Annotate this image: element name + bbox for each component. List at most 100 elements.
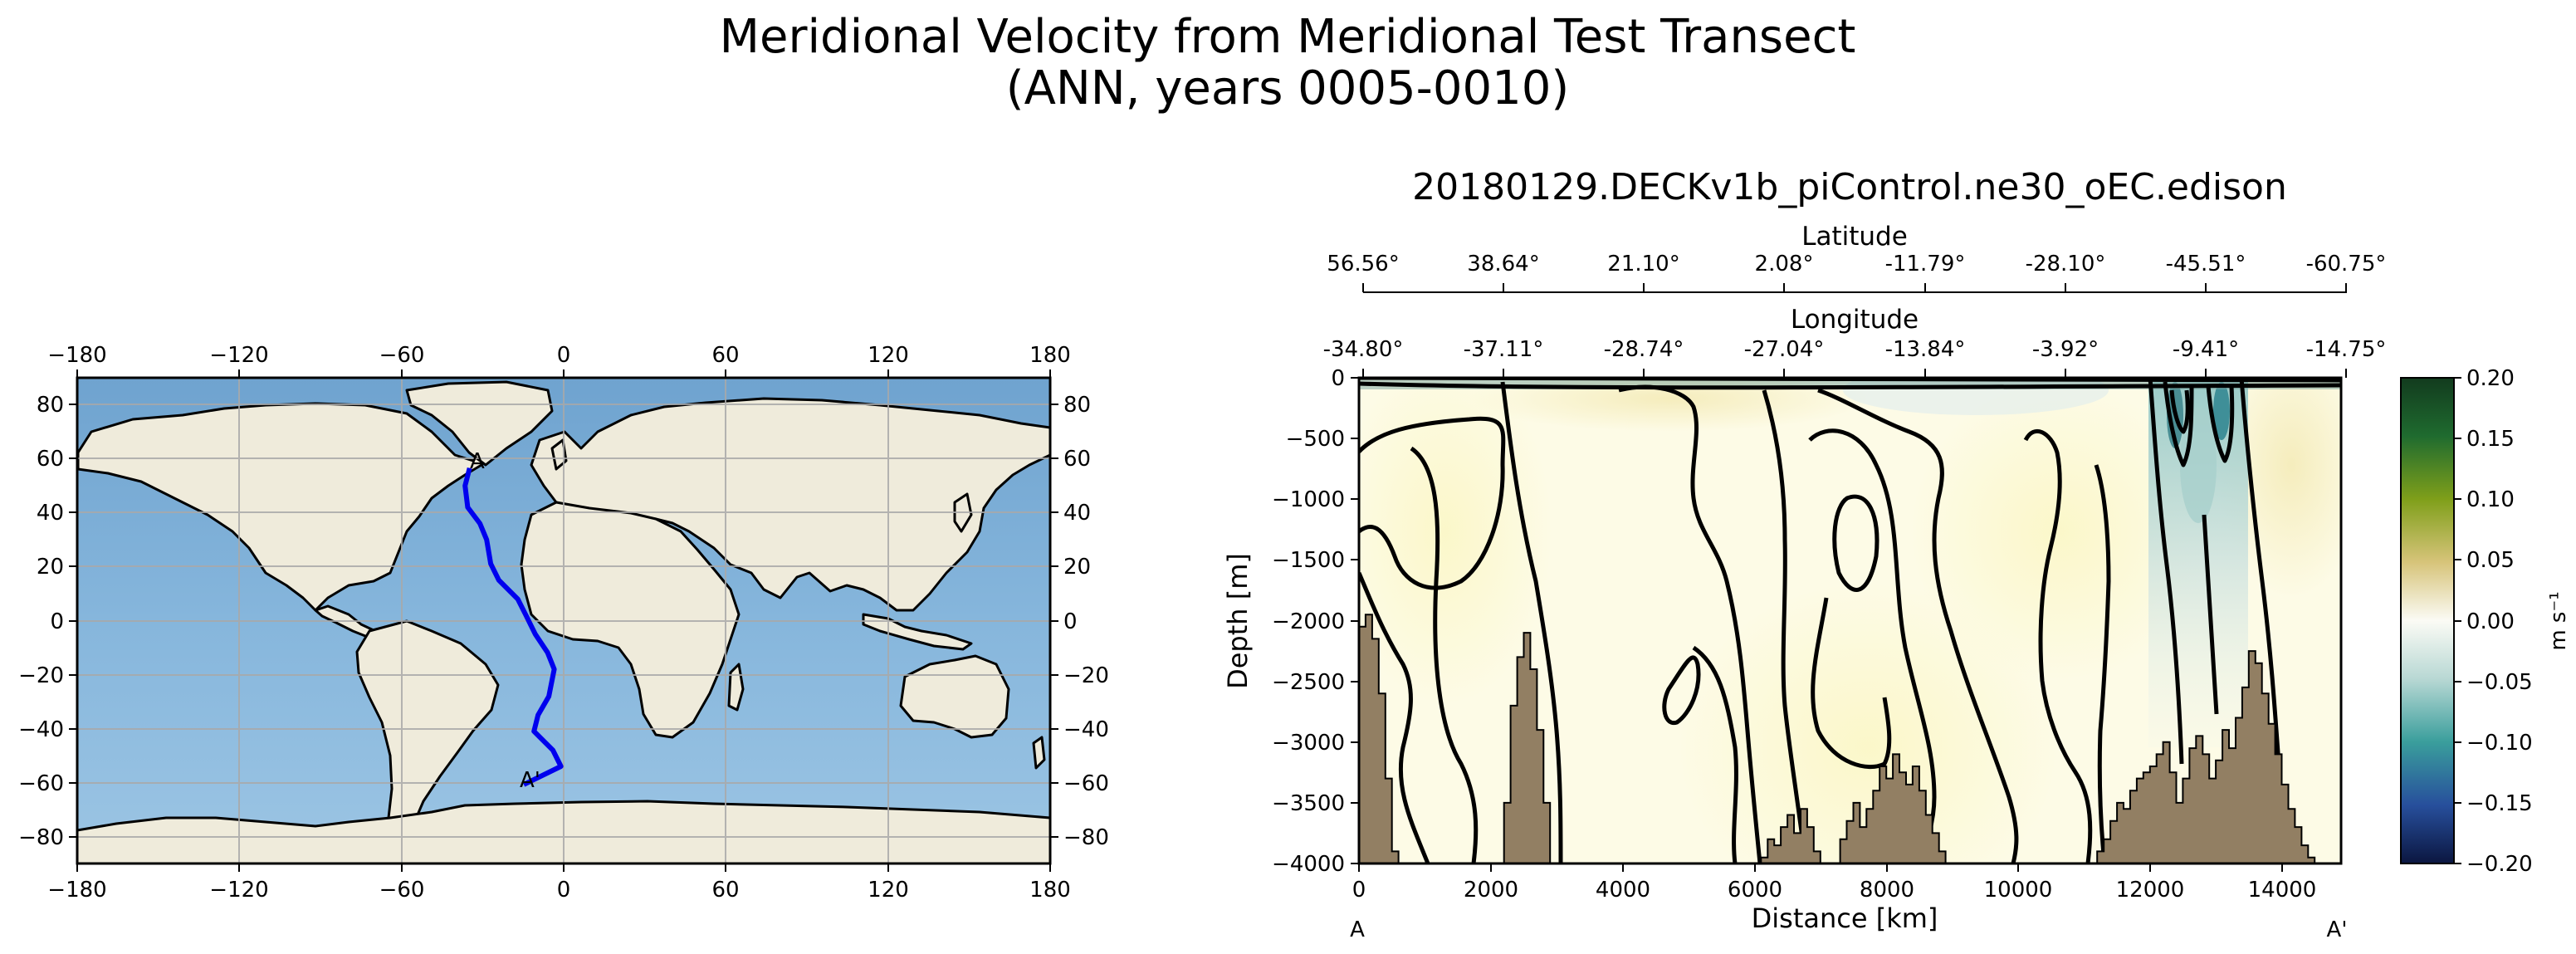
transect-map: A A' −180 −120 −60 0 60 120 180 −180 −12…	[18, 343, 1109, 903]
map-end-label: A'	[520, 768, 540, 793]
longitude-tick-label: -37.11°	[1464, 337, 1544, 362]
latitude-tick-label: 56.56°	[1327, 252, 1399, 276]
latitude-tick-label: 38.64°	[1467, 252, 1539, 276]
map-ytick-right: 60	[1063, 447, 1091, 472]
longitude-tick-label: -34.80°	[1323, 337, 1404, 362]
map-xtick-top: −120	[209, 343, 268, 368]
latitude-tick-marks	[1362, 283, 2347, 292]
colorbar-tick-label: −0.05	[2466, 670, 2533, 695]
colorbar-tick-label: −0.10	[2466, 731, 2533, 756]
depth-tick-label: −3000	[1272, 731, 1345, 756]
colorbar-gradient	[2400, 377, 2455, 864]
map-ytick-right: 20	[1063, 555, 1091, 580]
map-ytick-left: −80	[18, 825, 64, 850]
longitude-tick-marks	[1362, 369, 2347, 378]
map-xtick-top: 0	[557, 343, 571, 368]
longitude-axis-label: Longitude	[1791, 305, 1919, 335]
map-ytick-left: 20	[37, 555, 64, 580]
colorbar-tick-marks	[2454, 377, 2461, 864]
map-ytick-left: −20	[18, 663, 64, 688]
section-subtitle: 20180129.DECKv1b_piControl.ne30_oEC.edis…	[1412, 166, 2287, 208]
map-xtick-top: 180	[1029, 343, 1071, 368]
velocity-field	[1359, 378, 2341, 863]
longitude-tick-label: -28.74°	[1604, 337, 1684, 362]
map-land	[77, 380, 1050, 863]
map-ytick-left: 0	[50, 609, 64, 634]
map-xtick-top: 120	[868, 343, 909, 368]
map-ytick-left: −40	[18, 717, 64, 742]
map-xtick-bottom: −180	[47, 878, 106, 903]
latitude-tick-label: -60.75°	[2306, 252, 2387, 276]
colorbar-tick-label: 0.15	[2466, 427, 2515, 452]
map-ytick-left: 80	[37, 393, 64, 418]
map-tick-marks	[69, 369, 1058, 872]
map-ytick-left: 40	[37, 501, 64, 526]
latitude-tick-label: -11.79°	[1885, 252, 1966, 276]
map-xtick-top: −60	[379, 343, 425, 368]
longitude-tick-label: -27.04°	[1744, 337, 1825, 362]
map-ytick-right: −40	[1063, 717, 1109, 742]
velocity-section: Latitude 56.56° 38.64° 21.10° 2.08° -11.…	[1222, 222, 2386, 942]
map-ytick-left: −60	[18, 771, 64, 796]
latitude-tick-label: -45.51°	[2166, 252, 2246, 276]
depth-tick-label: −3500	[1272, 791, 1345, 816]
map-xtick-bottom: 0	[557, 878, 571, 903]
depth-tick-label: −2500	[1272, 670, 1345, 695]
colorbar-tick-label: −0.20	[2466, 852, 2533, 877]
latitude-axis-label: Latitude	[1801, 222, 1908, 252]
distance-tick-label: 0	[1352, 878, 1366, 903]
land-british-isles	[550, 438, 568, 471]
colorbar: 0.20 0.15 0.10 0.05 0.00 −0.05 −0.10 −0.…	[2400, 366, 2571, 877]
longitude-tick-label: -3.92°	[2032, 337, 2099, 362]
depth-tick-label: −4000	[1272, 852, 1345, 877]
distance-axis-label: Distance [km]	[1752, 903, 1938, 934]
distance-tick-marks	[1358, 863, 2283, 872]
map-ytick-right: −80	[1063, 825, 1109, 850]
latitude-tick-label: 21.10°	[1607, 252, 1679, 276]
colorbar-tick-label: 0.05	[2466, 548, 2515, 573]
figure-title-line2: (ANN, years 0005-0010)	[1006, 61, 1570, 115]
distance-tick-label: 12000	[2116, 878, 2185, 903]
latitude-tick-label: -28.10°	[2026, 252, 2106, 276]
depth-tick-marks	[1351, 377, 1359, 864]
section-end-label: A'	[2327, 917, 2348, 942]
latitude-tick-label: 2.08°	[1755, 252, 1814, 276]
map-xtick-top: −180	[47, 343, 106, 368]
colorbar-unit-label: m s⁻¹	[2546, 591, 2571, 650]
transect-line	[462, 467, 564, 787]
section-start-label: A	[1350, 917, 1365, 942]
colorbar-tick-label: 0.00	[2466, 609, 2515, 634]
map-start-label: A	[470, 449, 485, 474]
land-greenland	[405, 380, 554, 467]
depth-tick-label: −2000	[1272, 609, 1345, 634]
distance-tick-label: 10000	[1984, 878, 2053, 903]
land-australia	[899, 654, 1010, 739]
land-new-zealand	[1032, 736, 1046, 770]
velocity-contours	[1359, 378, 2341, 863]
colorbar-tick-label: 0.10	[2466, 487, 2515, 512]
map-xtick-bottom: −60	[379, 878, 425, 903]
map-xtick-top: 60	[711, 343, 739, 368]
land-eurasia	[530, 397, 1050, 612]
map-ytick-right: 80	[1063, 393, 1091, 418]
map-ytick-right: −20	[1063, 663, 1109, 688]
depth-tick-label: −1500	[1272, 548, 1345, 573]
distance-tick-label: 14000	[2248, 878, 2317, 903]
depth-axis-label: Depth [m]	[1222, 553, 1254, 689]
map-ytick-right: 40	[1063, 501, 1091, 526]
map-gridlines	[77, 378, 1050, 863]
longitude-tick-label: -9.41°	[2173, 337, 2239, 362]
depth-tick-label: 0	[1331, 366, 1345, 391]
colorbar-tick-label: 0.20	[2466, 366, 2515, 391]
longitude-tick-label: -14.75°	[2306, 337, 2387, 362]
map-ytick-right: −60	[1063, 771, 1109, 796]
bathymetry	[1359, 614, 2335, 863]
map-ytick-left: 60	[37, 447, 64, 472]
distance-tick-label: 6000	[1728, 878, 1782, 903]
colorbar-tick-label: −0.15	[2466, 791, 2533, 816]
figure-title-line1: Meridional Velocity from Meridional Test…	[720, 10, 1856, 64]
map-xtick-bottom: 120	[868, 878, 909, 903]
map-xtick-bottom: 180	[1029, 878, 1071, 903]
map-xtick-bottom: 60	[711, 878, 739, 903]
